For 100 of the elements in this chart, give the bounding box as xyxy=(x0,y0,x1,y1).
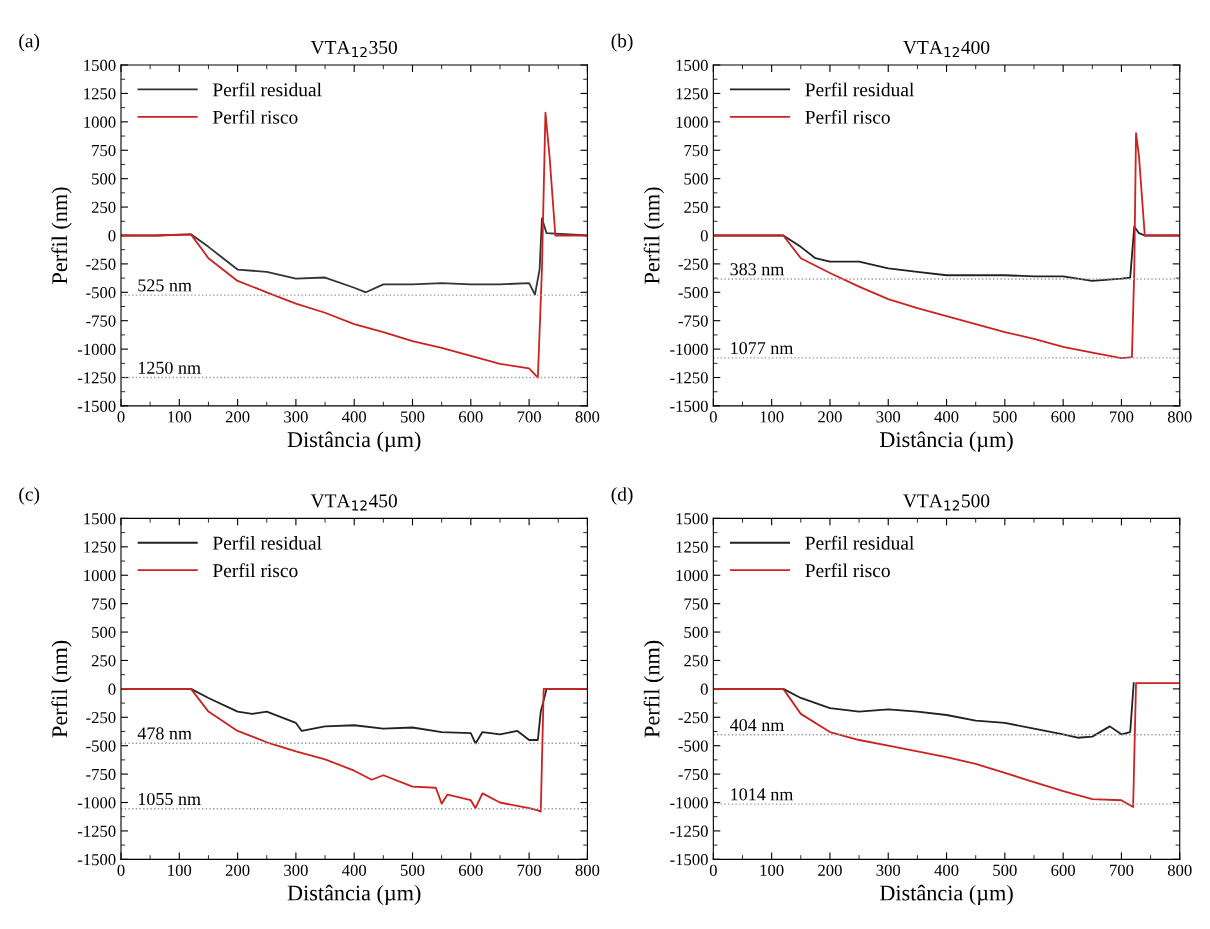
y-tick-label: -1500 xyxy=(77,400,116,412)
y-tick-label: -1000 xyxy=(77,797,116,809)
x-axis-title: Distância (µm) xyxy=(880,884,1013,906)
y-tick-label: 250 xyxy=(684,201,708,214)
y-tick-label: -1250 xyxy=(77,372,116,384)
x-tick-label: 600 xyxy=(1051,864,1076,876)
ref-line-label: 383 nm xyxy=(730,263,785,276)
x-tick-label: 600 xyxy=(459,864,483,876)
y-tick-label: 0 xyxy=(108,683,116,695)
x-tick-label: 400 xyxy=(934,864,959,876)
chart-title: VTA$_{12}$500 xyxy=(903,494,990,511)
x-tick-label: 700 xyxy=(517,864,541,876)
ref-line-label: 525 nm xyxy=(138,279,192,292)
y-tick-label: -250 xyxy=(86,711,116,724)
legend-label: Perfil risco xyxy=(212,563,298,578)
line-series xyxy=(713,682,1180,808)
y-tick-label: 500 xyxy=(684,173,708,185)
ref-line-label: 1055 nm xyxy=(138,792,201,806)
line-series xyxy=(713,132,1180,360)
x-tick-label: 700 xyxy=(1110,411,1134,423)
x-tick-label: 700 xyxy=(1110,864,1134,876)
y-tick-label: -250 xyxy=(86,258,116,270)
y-tick-label: 0 xyxy=(108,230,116,242)
ref-line-label: 1077 nm xyxy=(731,342,794,355)
y-tick-label: 0 xyxy=(700,683,708,695)
y-tick-label: 1000 xyxy=(84,116,116,128)
y-tick-label: 1500 xyxy=(84,513,116,525)
x-tick-label: 300 xyxy=(284,411,308,423)
text: (a) xyxy=(19,33,40,52)
y-tick-label: -250 xyxy=(678,258,708,270)
y-tick-label: 250 xyxy=(684,655,708,667)
x-tick-label: 400 xyxy=(934,411,959,423)
legend-label: Perfil residual xyxy=(212,82,322,97)
y-tick-label: -1500 xyxy=(670,400,708,412)
y-tick-label: 1250 xyxy=(676,541,708,553)
legend-label: Perfil residual xyxy=(805,535,914,550)
y-tick-label: 250 xyxy=(91,201,116,214)
ref-line-label: 1250 nm xyxy=(138,361,201,374)
y-tick-label: -1000 xyxy=(77,343,116,356)
y-tick-label: -750 xyxy=(86,768,116,781)
y-tick-label: 1500 xyxy=(676,59,708,71)
text: (d) xyxy=(611,487,633,505)
y-tick-label: -1500 xyxy=(77,854,116,866)
legend-label: Perfil residual xyxy=(212,535,322,550)
legend-label: Perfil risco xyxy=(212,109,298,124)
y-tick-label: -500 xyxy=(86,740,116,752)
x-tick-label: 300 xyxy=(876,411,901,423)
legend-label: Perfil residual xyxy=(805,82,914,97)
y-tick-label: -1250 xyxy=(77,825,116,837)
y-tick-label: -1250 xyxy=(670,372,708,384)
chart-title: VTA$_{12}$400 xyxy=(903,40,990,58)
text: (b) xyxy=(611,33,633,52)
x-tick-label: 0 xyxy=(709,864,717,876)
y-tick-label: 750 xyxy=(92,598,116,610)
chart-title: VTA$_{12}$350 xyxy=(310,40,397,58)
x-tick-label: 500 xyxy=(993,411,1017,423)
x-tick-label: 200 xyxy=(818,864,842,876)
x-tick-label: 0 xyxy=(117,864,125,876)
x-tick-label: 600 xyxy=(459,411,483,423)
x-tick-label: 200 xyxy=(818,411,842,423)
y-tick-label: -750 xyxy=(678,768,708,781)
x-axis-title: Distância (µm) xyxy=(287,431,421,452)
ref-line-label: 1014 nm xyxy=(731,788,794,801)
y-tick-label: 250 xyxy=(91,655,116,667)
x-tick-label: 700 xyxy=(517,411,541,423)
x-tick-label: 800 xyxy=(575,864,600,876)
y-tick-label: 0 xyxy=(700,230,708,242)
y-tick-label: 500 xyxy=(92,626,116,639)
y-tick-label: -1000 xyxy=(670,797,708,809)
x-tick-label: 800 xyxy=(1167,864,1192,876)
y-tick-label: 1000 xyxy=(676,116,708,128)
y-axis-title: Perfil (nm) xyxy=(51,640,72,738)
x-axis-title: Distância (µm) xyxy=(287,884,421,906)
y-tick-label: -750 xyxy=(678,315,708,327)
y-tick-label: 1500 xyxy=(84,59,116,71)
y-tick-label: -1000 xyxy=(670,343,708,356)
y-tick-label: 750 xyxy=(684,144,708,157)
legend-label: Perfil risco xyxy=(805,109,890,124)
x-tick-label: 0 xyxy=(709,411,717,423)
y-axis-title: Perfil (nm) xyxy=(643,187,665,284)
text: (c) xyxy=(19,487,40,505)
y-tick-label: -250 xyxy=(678,711,708,724)
legend-label: Perfil risco xyxy=(805,563,890,578)
y-tick-label: -1500 xyxy=(670,854,708,866)
x-tick-label: 600 xyxy=(1051,411,1076,423)
y-tick-label: -1250 xyxy=(670,825,708,837)
ref-line-label: 478 nm xyxy=(137,727,192,740)
y-tick-label: 750 xyxy=(684,598,708,610)
x-tick-label: 200 xyxy=(225,864,250,876)
y-tick-label: -500 xyxy=(678,740,708,752)
y-axis-title: Perfil (nm) xyxy=(51,187,72,284)
y-tick-label: 1500 xyxy=(676,513,708,525)
ref-line-label: 404 nm xyxy=(730,718,785,732)
x-tick-label: 500 xyxy=(400,411,425,423)
x-tick-label: 200 xyxy=(225,411,250,423)
y-tick-label: 1000 xyxy=(676,569,708,582)
x-tick-label: 300 xyxy=(876,864,901,876)
y-tick-label: 500 xyxy=(92,173,116,185)
x-tick-label: 100 xyxy=(168,864,192,876)
x-tick-label: 500 xyxy=(400,864,425,876)
